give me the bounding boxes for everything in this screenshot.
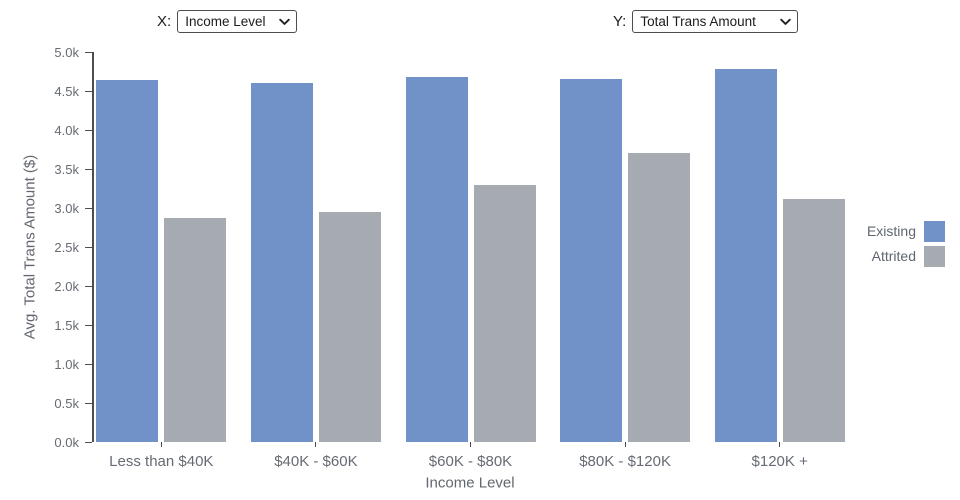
bar-existing [405,76,468,442]
bar-attrited [628,153,691,442]
bar-existing [96,80,159,442]
y-tick-label: 5.0k [54,45,79,60]
y-tick-label: 4.5k [54,84,79,99]
bar-attrited [164,218,227,442]
x-tick-mark [624,442,626,447]
x-axis-control: X: Income Level [157,10,298,33]
bar-attrited [318,211,381,442]
y-tick-mark [85,51,92,53]
x-axis-select-wrap: Income Level [177,10,298,33]
y-tick-mark [85,324,92,326]
x-tick-label: $60K - $80K [428,453,513,470]
y-tick-mark [85,246,92,248]
y-tick-mark [85,90,92,92]
y-tick-label: 2.5k [54,240,79,255]
y-tick-label: 1.0k [54,357,79,372]
y-tick-label: 4.0k [54,123,79,138]
y-tick-mark [85,402,92,404]
bar-existing [560,79,623,442]
y-tick-mark [85,441,92,443]
y-tick-label: 1.5k [54,318,79,333]
y-tick-label: 0.5k [54,396,79,411]
y-tick-label: 2.0k [54,279,79,294]
bar-attrited [782,199,845,442]
y-axis-select[interactable]: Total Trans Amount [632,10,799,33]
x-tick-mark [315,442,317,447]
x-tick-label: $80K - $120K [579,453,671,470]
y-tick-mark [85,363,92,365]
bar-existing [714,69,777,442]
legend-swatch-attrited [924,246,945,267]
legend-swatch-existing [924,221,945,242]
x-tick-mark [160,442,162,447]
legend-label-existing: Existing [866,223,916,239]
y-axis-title: Avg. Total Trans Amount ($) [21,154,39,340]
y-tick-label: 3.0k [54,201,79,216]
x-tick-label: Less than $40K [109,453,214,470]
y-axis-control: Y: Total Trans Amount [613,10,799,33]
y-axis-line [92,52,94,442]
y-tick-label: 0.0k [54,435,79,450]
x-axis-title: Income Level [425,474,515,492]
y-axis-select-wrap: Total Trans Amount [632,10,799,33]
x-tick-label: $120K + [751,453,808,470]
y-axis-select-label: Y: [613,13,627,30]
x-tick-mark [779,442,781,447]
y-tick-mark [85,207,92,209]
y-tick-mark [85,168,92,170]
bar-attrited [473,185,536,442]
y-tick-label: 3.5k [54,162,79,177]
x-axis-select[interactable]: Income Level [177,10,298,33]
y-tick-mark [85,285,92,287]
legend-label-attrited: Attrited [871,248,916,264]
x-tick-mark [470,442,471,447]
x-axis-select-label: X: [157,13,172,30]
y-tick-mark [85,129,92,131]
x-tick-label: $40K - $60K [274,453,358,470]
bar-existing [250,83,313,442]
